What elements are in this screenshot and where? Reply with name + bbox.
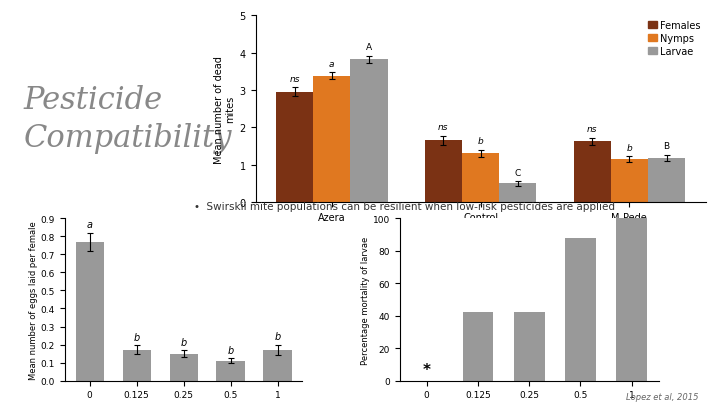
Bar bbox=[217, 361, 245, 381]
Bar bbox=[616, 219, 647, 381]
Bar bbox=[76, 242, 104, 381]
Bar bbox=[462, 154, 499, 202]
Y-axis label: Percentage mortality of larvae: Percentage mortality of larvae bbox=[361, 236, 370, 364]
Bar bbox=[276, 93, 313, 202]
Text: ns: ns bbox=[587, 125, 598, 134]
Y-axis label: Mean number of eggs laid per female: Mean number of eggs laid per female bbox=[29, 220, 38, 379]
Bar bbox=[611, 160, 648, 202]
Text: ns: ns bbox=[289, 75, 300, 84]
Text: b: b bbox=[274, 331, 281, 341]
Bar bbox=[499, 184, 536, 202]
Bar bbox=[351, 60, 387, 202]
Text: b: b bbox=[133, 333, 140, 342]
Bar bbox=[264, 350, 292, 381]
Text: b: b bbox=[181, 337, 186, 347]
Text: b: b bbox=[626, 143, 632, 152]
Y-axis label: Mean number of dead
mites: Mean number of dead mites bbox=[214, 55, 235, 163]
Text: A: A bbox=[366, 43, 372, 52]
Text: ns: ns bbox=[438, 123, 449, 132]
Text: *: * bbox=[423, 362, 431, 377]
Text: B: B bbox=[664, 142, 670, 151]
Text: b: b bbox=[228, 345, 234, 355]
Bar bbox=[122, 350, 150, 381]
X-axis label: Insecticide: Insecticide bbox=[449, 228, 513, 238]
Text: •  Swirskii mite populations can be resilient when low-risk pesticides are appli: • Swirskii mite populations can be resil… bbox=[194, 202, 616, 211]
Bar bbox=[565, 238, 595, 381]
Bar bbox=[514, 313, 544, 381]
Text: Pesticide
Compatibility: Pesticide Compatibility bbox=[24, 85, 233, 153]
Legend: Females, Nymps, Larvae: Females, Nymps, Larvae bbox=[647, 21, 701, 57]
Text: a: a bbox=[329, 60, 335, 68]
Text: a: a bbox=[86, 220, 93, 230]
Bar bbox=[648, 158, 685, 202]
Bar bbox=[169, 354, 198, 381]
Text: C: C bbox=[515, 168, 521, 177]
Bar bbox=[463, 313, 493, 381]
Bar bbox=[574, 142, 611, 202]
Text: b: b bbox=[478, 137, 483, 146]
Bar bbox=[425, 141, 462, 202]
Text: Lopez et al, 2015: Lopez et al, 2015 bbox=[626, 392, 698, 401]
Bar bbox=[313, 77, 351, 202]
